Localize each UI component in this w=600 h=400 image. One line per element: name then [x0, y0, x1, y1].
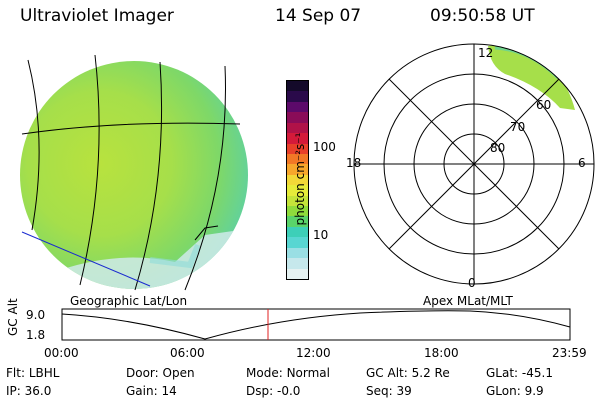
altitude-xtick-0: 00:00: [44, 346, 79, 360]
status-flt: Flt: LBHL: [6, 366, 60, 380]
colorbar-segment: [287, 237, 308, 248]
colorbar-segment: [287, 206, 308, 217]
colorbar-segment: [287, 258, 308, 269]
instrument-title: Ultraviolet Imager: [20, 6, 174, 26]
colorbar: [286, 80, 309, 280]
colorbar-segment: [287, 268, 308, 280]
terminator-line: [21, 231, 151, 287]
colorbar-tick-10: 10: [313, 228, 329, 242]
status-gain: Gain: 14: [126, 384, 177, 398]
colorbar-segment: [287, 101, 308, 113]
earth-disk: [20, 61, 248, 289]
status-seq: Seq: 39: [366, 384, 412, 398]
colorbar-segment: [287, 216, 308, 227]
altitude-xtick-4: 23:59: [552, 346, 587, 360]
colorbar-segment: [287, 195, 308, 207]
status-mode: Mode: Normal: [246, 366, 330, 380]
auroral-oval: [488, 45, 575, 110]
mlt-label-12: 12: [478, 46, 494, 60]
geographic-grid: [21, 54, 241, 291]
colorbar-segment: [287, 91, 308, 102]
colorbar-segment: [287, 185, 308, 196]
altitude-xtick-2: 12:00: [296, 346, 331, 360]
geographic-caption: Geographic Lat/Lon: [70, 294, 188, 308]
apex-caption: Apex MLat/MLT: [423, 294, 513, 308]
colorbar-segment: [287, 112, 308, 123]
colorbar-tick-100: 100: [313, 140, 336, 154]
colorbar-segment: [287, 122, 308, 134]
colorbar-segment: [287, 153, 308, 165]
status-ip: IP: 36.0: [6, 384, 52, 398]
altitude-ytick-bottom: 1.8: [26, 328, 46, 342]
altitude-xtick-1: 06:00: [170, 346, 205, 360]
status-dsp: Dsp: -0.0: [246, 384, 301, 398]
status-door: Door: Open: [126, 366, 195, 380]
colorbar-segment: [287, 164, 308, 175]
time-label: 09:50:58 UT: [430, 6, 535, 26]
colorbar-segment: [287, 247, 308, 259]
altitude-xtick-3: 18:00: [424, 346, 459, 360]
colorbar-segment: [287, 133, 308, 144]
mlat-label-70: 70: [510, 120, 526, 134]
altitude-curve: [61, 310, 571, 340]
colorbar-segment: [287, 81, 308, 92]
status-gc-alt: GC Alt: 5.2 Re: [366, 366, 450, 380]
date-label: 14 Sep 07: [275, 6, 362, 26]
altitude-ylabel: GC Alt: [6, 298, 20, 336]
colorbar-segment: [287, 226, 308, 238]
mlt-label-18: 18: [346, 156, 362, 170]
colorbar-segment: [287, 174, 308, 186]
status-glat: GLat: -45.1: [486, 366, 553, 380]
colorbar-segment: [287, 143, 308, 154]
mlat-label-60: 60: [536, 98, 552, 112]
altitude-ytick-top: 9.0: [26, 308, 46, 322]
mlt-label-0: 0: [468, 276, 476, 290]
mlt-label-6: 6: [578, 156, 586, 170]
status-glon: GLon: 9.9: [486, 384, 544, 398]
mlat-label-80: 80: [490, 141, 506, 155]
